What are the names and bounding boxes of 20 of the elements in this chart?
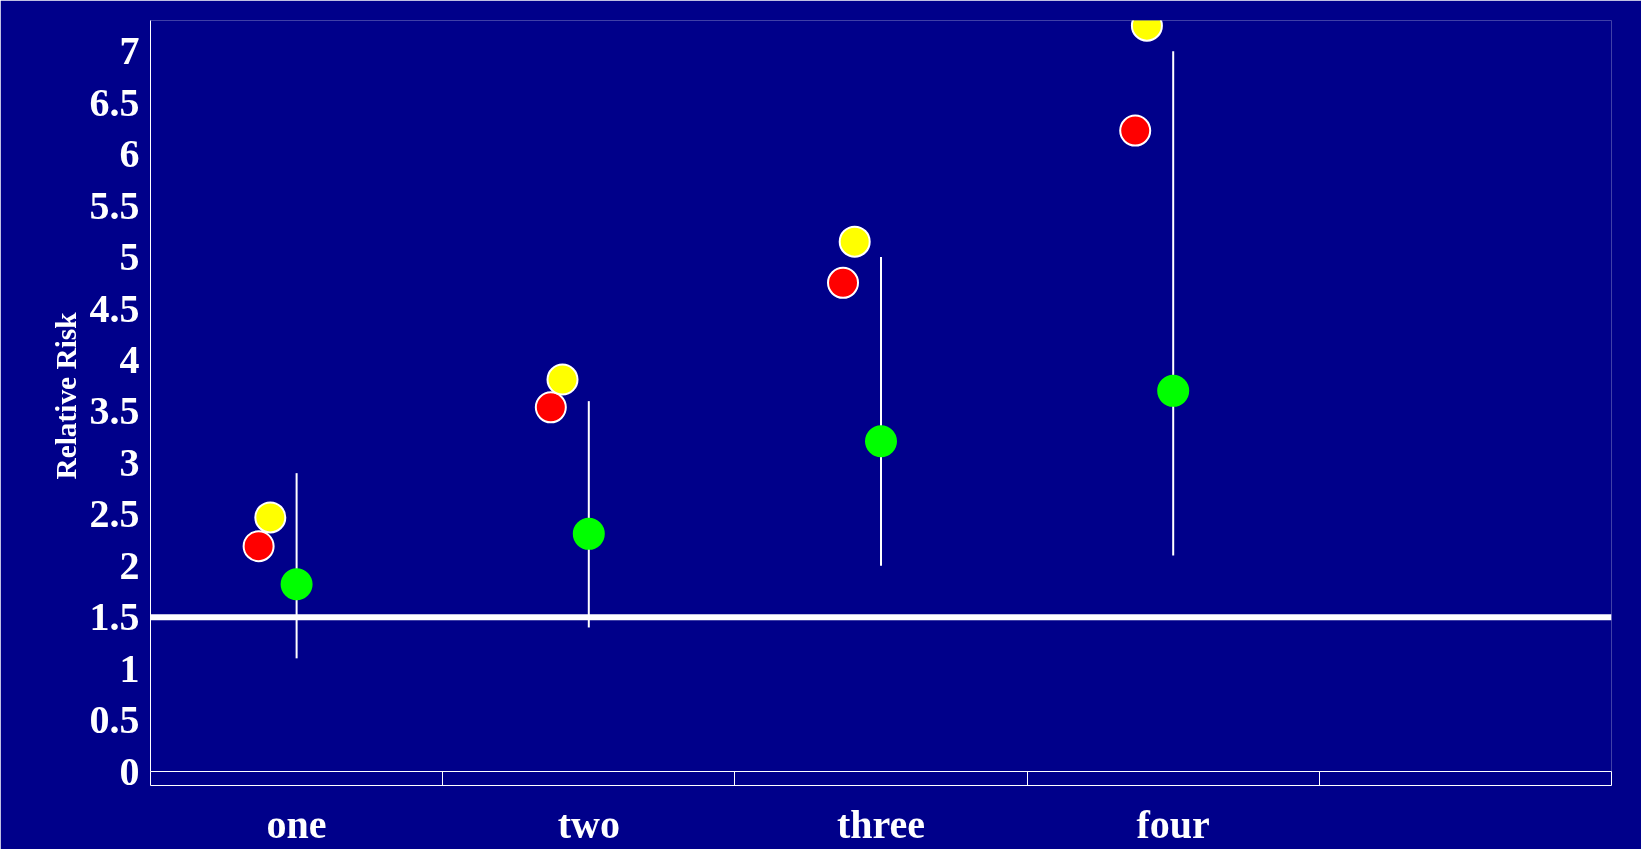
- y-tick-label: 2: [119, 542, 140, 588]
- y-tick-label: 6: [119, 131, 140, 177]
- y-tick-label: 0: [119, 748, 140, 794]
- y-tick-label: 3.5: [89, 388, 140, 434]
- y-tick-label: 6.5: [89, 79, 140, 125]
- y-tick-label: 4.5: [89, 285, 140, 331]
- x-tick-label: four: [1136, 801, 1210, 847]
- x-tick-label: two: [557, 801, 620, 847]
- y-tick-label: 0.5: [89, 697, 140, 743]
- y-tick-label: 1: [119, 645, 140, 691]
- y-tick-label: 4: [119, 336, 140, 382]
- x-tick-label: three: [836, 801, 926, 847]
- y-tick-label: 5: [119, 234, 140, 280]
- y-tick-label: 1.5: [89, 594, 140, 640]
- y-tick-label: 3: [119, 439, 140, 485]
- x-tick-label: one: [266, 801, 327, 847]
- y-tick-label: 2.5: [89, 491, 140, 537]
- y-axis-title: Relative Risk: [49, 311, 82, 480]
- y-tick-label: 5.5: [89, 182, 140, 228]
- y-tick-label: 7: [119, 28, 140, 74]
